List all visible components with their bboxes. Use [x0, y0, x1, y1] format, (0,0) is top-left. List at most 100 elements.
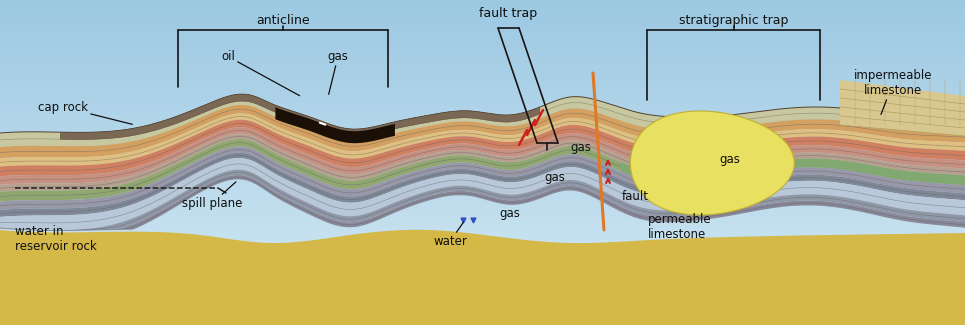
Bar [0, 240, 965, 244]
Text: gas: gas [570, 140, 591, 153]
Bar [0, 289, 965, 292]
Polygon shape [0, 146, 965, 210]
Bar [0, 24, 965, 29]
Text: fault: fault [622, 190, 649, 203]
Polygon shape [0, 230, 965, 325]
Polygon shape [0, 153, 965, 217]
Bar [0, 162, 965, 166]
Text: spill plane: spill plane [181, 182, 242, 210]
Bar [0, 276, 965, 280]
Text: impermeable
limestone: impermeable limestone [854, 69, 932, 114]
Polygon shape [275, 107, 395, 143]
Bar [0, 77, 965, 81]
Bar [0, 45, 965, 49]
Bar [0, 292, 965, 296]
Bar [0, 301, 965, 305]
Bar [0, 12, 965, 16]
Text: gas: gas [544, 171, 565, 184]
Bar [0, 171, 965, 175]
Bar [0, 73, 965, 77]
Bar [0, 114, 965, 118]
Polygon shape [0, 170, 965, 230]
Bar [0, 154, 965, 159]
Polygon shape [620, 159, 964, 185]
Bar [0, 256, 965, 260]
Bar [0, 130, 965, 134]
Text: anticline: anticline [256, 14, 310, 27]
Polygon shape [0, 120, 965, 176]
Polygon shape [0, 158, 965, 230]
Polygon shape [0, 175, 965, 230]
Polygon shape [61, 94, 539, 139]
Bar [0, 150, 965, 154]
Bar [0, 252, 965, 256]
Bar [0, 118, 965, 122]
Bar [0, 195, 965, 199]
Bar [0, 309, 965, 313]
Bar [0, 215, 965, 219]
Bar [0, 313, 965, 317]
Bar [0, 122, 965, 126]
Bar [0, 244, 965, 248]
Text: gas: gas [327, 50, 348, 94]
Bar [0, 142, 965, 146]
Bar [0, 199, 965, 203]
Polygon shape [0, 105, 965, 158]
Bar [0, 20, 965, 24]
Bar [0, 53, 965, 57]
Bar [0, 126, 965, 130]
Text: cap rock: cap rock [38, 100, 132, 124]
Bar [0, 264, 965, 268]
Bar [0, 110, 965, 114]
Bar [0, 65, 965, 69]
Bar [0, 305, 965, 309]
Bar [0, 231, 965, 236]
Bar [0, 101, 965, 106]
Bar [0, 32, 965, 37]
Bar [0, 57, 965, 61]
Bar [0, 179, 965, 183]
Bar [0, 248, 965, 252]
Bar [0, 134, 965, 138]
Bar [0, 260, 965, 264]
Bar [0, 207, 965, 211]
Bar [0, 37, 965, 41]
Bar [0, 85, 965, 89]
Text: gas: gas [720, 153, 740, 166]
Bar [0, 321, 965, 325]
Polygon shape [0, 139, 965, 202]
Polygon shape [0, 127, 965, 185]
Bar [0, 41, 965, 45]
Bar [0, 8, 965, 12]
Bar [0, 268, 965, 272]
Polygon shape [0, 134, 965, 192]
Text: stratigraphic trap: stratigraphic trap [678, 14, 788, 27]
Bar [0, 224, 965, 228]
Bar [0, 183, 965, 187]
Bar [0, 166, 965, 171]
Bar [0, 89, 965, 94]
Polygon shape [840, 80, 965, 136]
Bar [0, 81, 965, 85]
Bar [0, 106, 965, 110]
Bar [0, 98, 965, 101]
Bar [0, 69, 965, 73]
Text: fault trap: fault trap [479, 7, 538, 20]
Bar [0, 236, 965, 240]
Bar [0, 187, 965, 191]
Bar [0, 146, 965, 150]
Bar [0, 138, 965, 142]
Bar [0, 219, 965, 224]
Polygon shape [0, 113, 965, 167]
Bar [0, 61, 965, 65]
Text: gas: gas [500, 206, 520, 219]
Bar [0, 29, 965, 32]
Bar [0, 272, 965, 276]
Text: water in
reservoir rock: water in reservoir rock [15, 225, 96, 253]
Text: oil: oil [221, 50, 299, 96]
Bar [0, 227, 965, 231]
Polygon shape [630, 111, 794, 215]
Bar [0, 94, 965, 98]
Bar [0, 4, 965, 8]
Polygon shape [0, 94, 965, 147]
